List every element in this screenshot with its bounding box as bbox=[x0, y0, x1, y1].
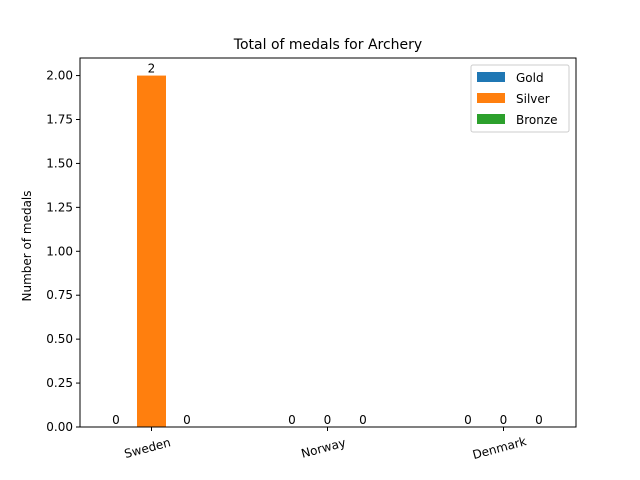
bar-value-label: 0 bbox=[535, 413, 543, 427]
bar-value-label: 0 bbox=[112, 413, 120, 427]
y-tick-label: 0.00 bbox=[46, 420, 73, 434]
bar-value-label: 0 bbox=[359, 413, 367, 427]
y-tick-label: 1.25 bbox=[46, 200, 73, 214]
legend: Gold Silver Bronze bbox=[470, 64, 570, 133]
legend-swatch-silver bbox=[477, 93, 505, 103]
plot-area: 0.000.250.500.751.001.251.501.752.00020S… bbox=[46, 62, 543, 462]
y-axis-label: Number of medals bbox=[20, 190, 34, 301]
legend-label-gold: Gold bbox=[516, 71, 544, 85]
plot-frame bbox=[79, 57, 577, 428]
y-tick-label: 1.00 bbox=[46, 244, 73, 258]
y-tick-label: 1.75 bbox=[46, 113, 73, 127]
y-tick-label: 0.75 bbox=[46, 288, 73, 302]
y-tick-label: 1.50 bbox=[46, 156, 73, 170]
y-tick-label: 0.50 bbox=[46, 332, 73, 346]
legend-label-bronze: Bronze bbox=[516, 113, 558, 127]
legend-label-silver: Silver bbox=[516, 92, 550, 106]
y-tick-label: 2.00 bbox=[46, 69, 73, 83]
bar-value-label: 0 bbox=[288, 413, 296, 427]
legend-swatch-gold bbox=[477, 72, 505, 82]
y-tick-label: 0.25 bbox=[46, 376, 73, 390]
bar-value-label: 2 bbox=[148, 62, 156, 76]
bar-value-label: 0 bbox=[500, 413, 508, 427]
legend-swatch-bronze bbox=[477, 114, 505, 124]
bar-value-label: 0 bbox=[183, 413, 191, 427]
x-tick-label: Norway bbox=[300, 435, 348, 460]
bar-value-label: 0 bbox=[324, 413, 332, 427]
x-tick-label: Denmark bbox=[471, 434, 528, 462]
bar-silver bbox=[137, 75, 166, 428]
x-tick-label: Sweden bbox=[123, 435, 172, 461]
chart-title: Total of medals for Archery bbox=[233, 37, 422, 53]
bar-value-label: 0 bbox=[464, 413, 472, 427]
